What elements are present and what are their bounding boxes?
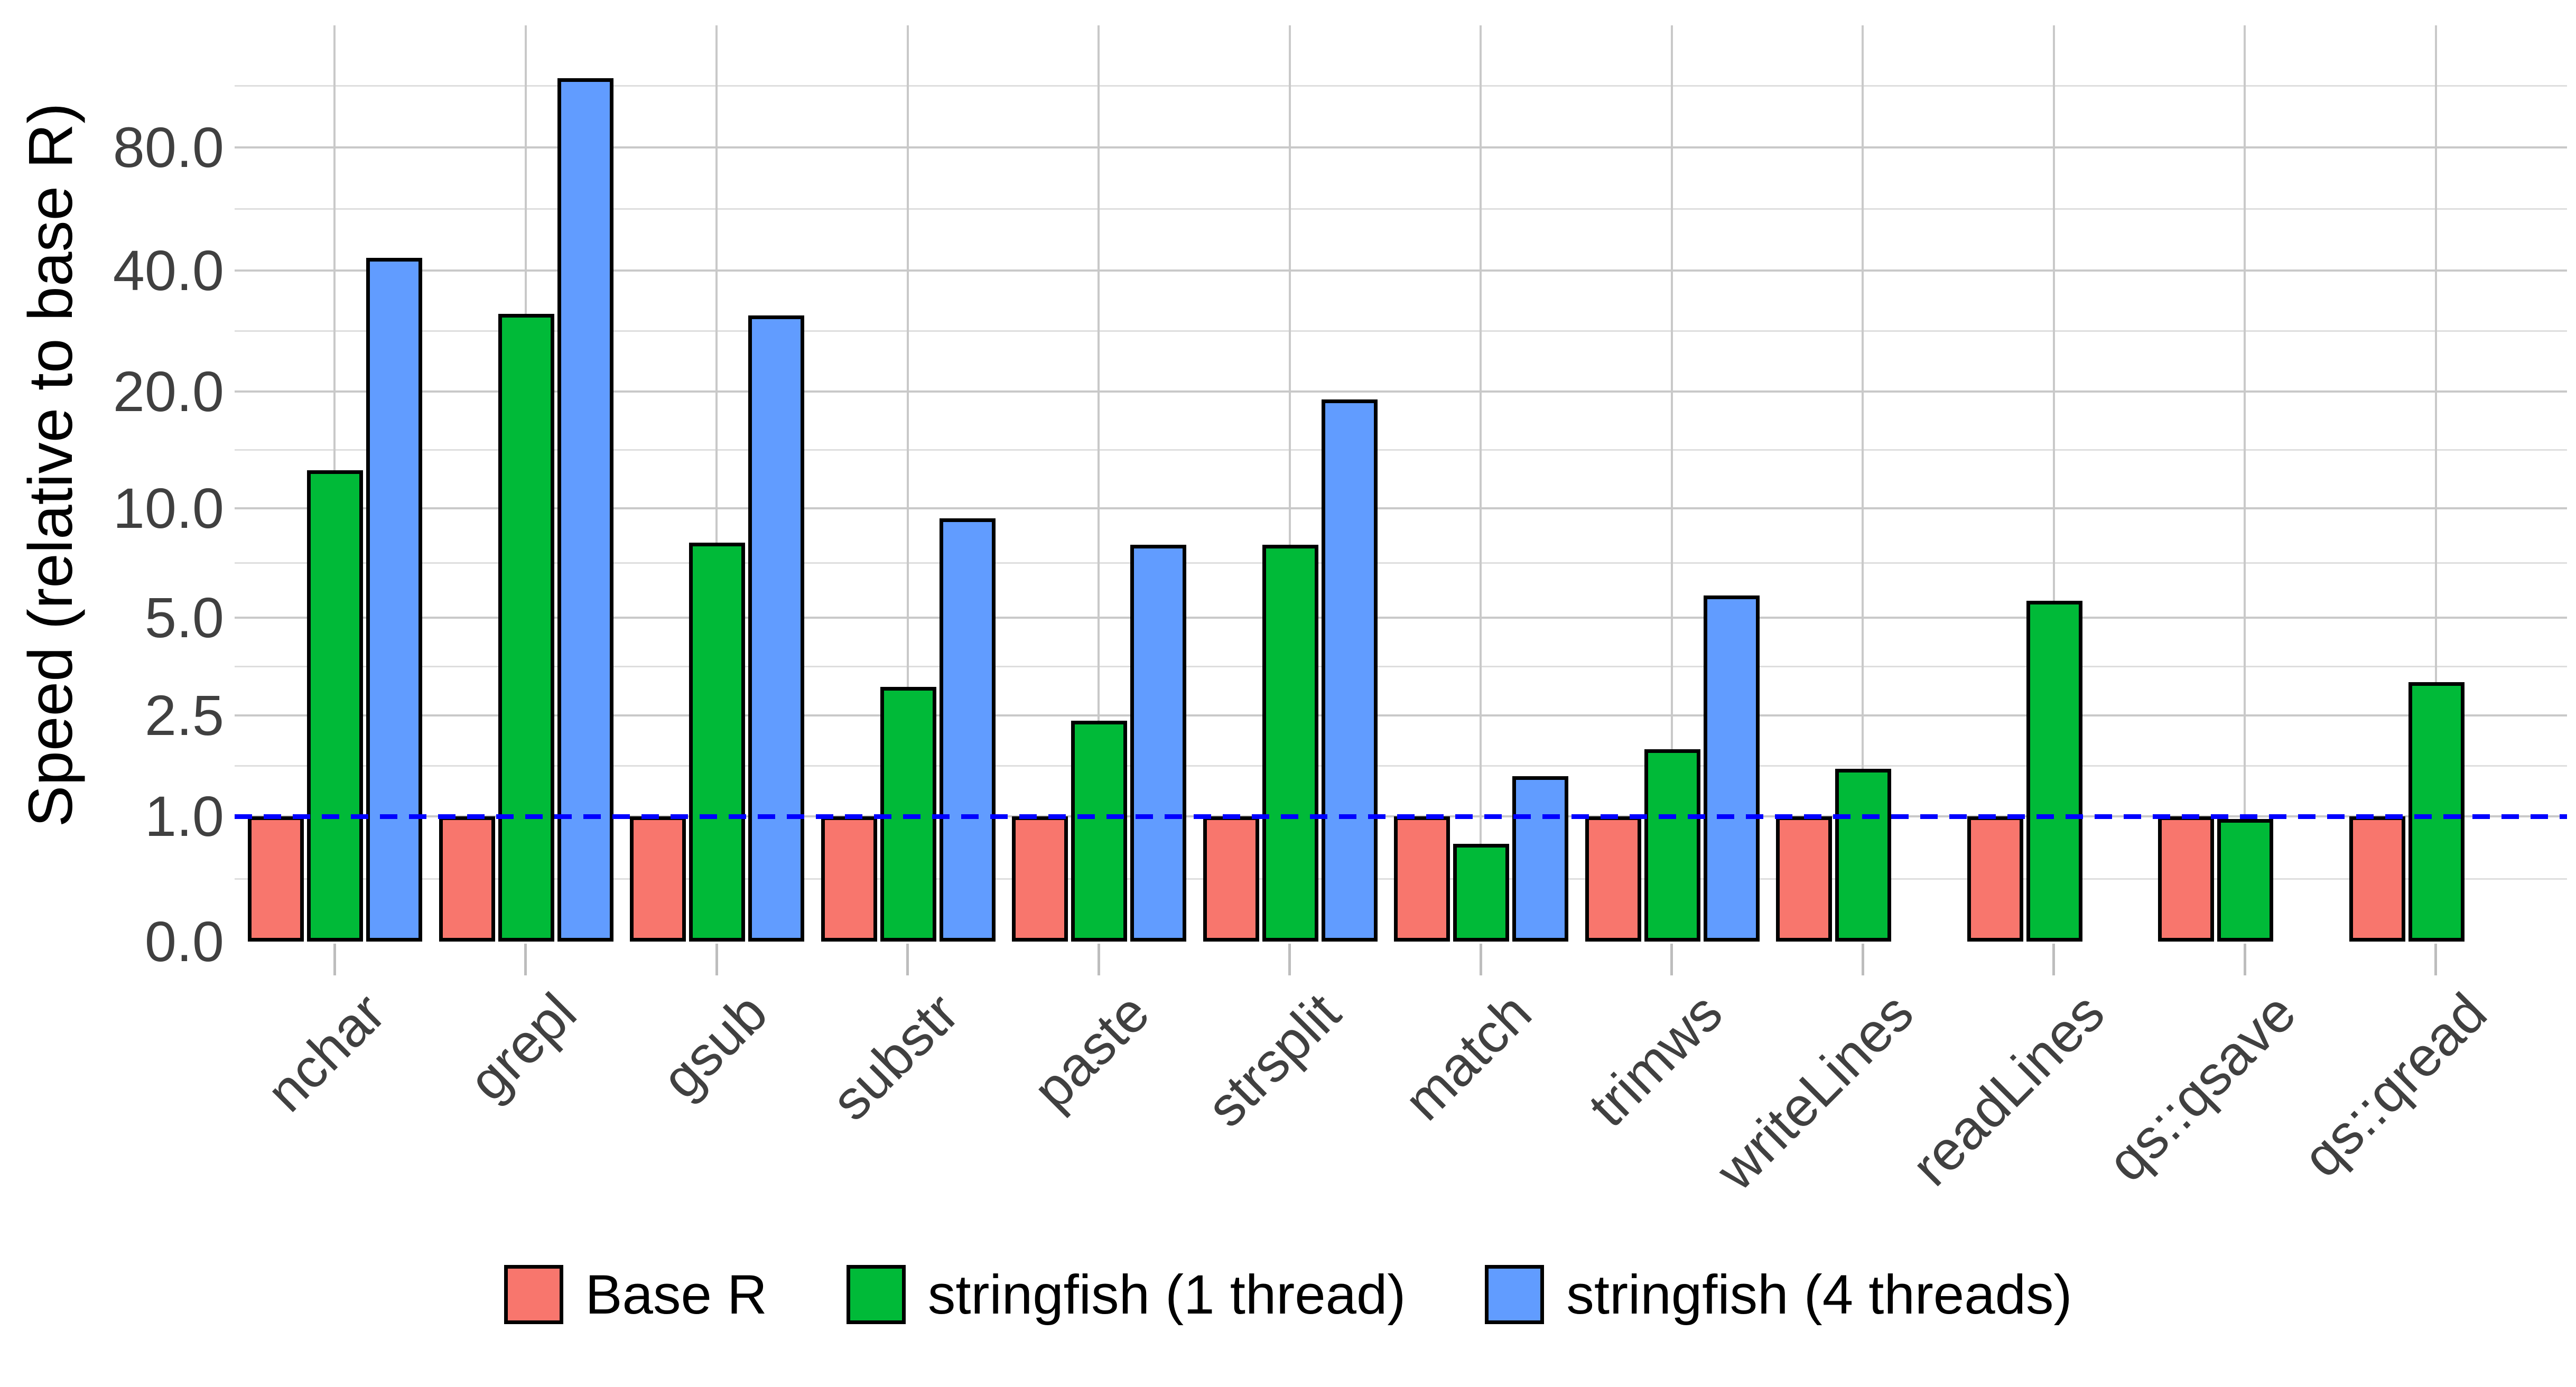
gridline-minor-horizontal <box>235 666 2567 667</box>
y-tick-label: 80.0 <box>113 115 224 180</box>
x-category-label: writeLines <box>1705 981 1926 1202</box>
x-category-label: paste <box>1021 981 1161 1122</box>
x-category-label: grepl <box>457 981 588 1113</box>
bar-stringfish-1-thread--qs-qsave <box>2217 819 2273 942</box>
y-axis-title: Speed (relative to base R) <box>16 103 86 827</box>
x-tick-mark <box>2243 944 2246 975</box>
gridline-vertical <box>2052 25 2055 942</box>
gridline-vertical <box>2244 25 2246 942</box>
bar-base-r-qs-qread <box>2349 816 2405 942</box>
x-tick-mark <box>906 944 909 975</box>
gridline-major-horizontal <box>235 507 2567 510</box>
gridline-minor-horizontal <box>235 85 2567 87</box>
x-category-label: nchar <box>255 981 397 1124</box>
bar-stringfish-1-thread--strsplit <box>1262 544 1318 942</box>
x-tick-mark <box>1670 944 1673 975</box>
x-category-label: strsplit <box>1195 981 1352 1139</box>
gridline-minor-horizontal <box>235 449 2567 451</box>
legend-label: Base R <box>585 1263 767 1326</box>
gridline-vertical <box>1288 25 1291 942</box>
x-tick-mark <box>2052 944 2055 975</box>
y-tick-label: 5.0 <box>144 585 224 650</box>
bar-stringfish-1-thread--writelines <box>1835 769 1891 942</box>
bar-stringfish-4-threads--strsplit <box>1321 399 1378 942</box>
x-tick-mark <box>2434 944 2437 975</box>
bar-stringfish-1-thread--trimws <box>1644 749 1700 942</box>
bar-stringfish-1-thread--paste <box>1071 720 1127 942</box>
gridline-major-horizontal <box>235 269 2567 272</box>
legend: Base R stringfish (1 thread) stringfish (4… <box>0 1258 2576 1332</box>
x-tick-mark <box>1288 944 1291 975</box>
x-tick-mark <box>715 944 718 975</box>
legend-swatch <box>846 1265 906 1324</box>
bar-stringfish-1-thread--qs-qread <box>2408 682 2465 942</box>
y-tick-label: 40.0 <box>113 238 224 303</box>
legend-item: stringfish (4 threads) <box>1485 1265 2072 1324</box>
x-tick-mark <box>524 944 527 975</box>
bar-stringfish-1-thread--grepl <box>498 313 554 942</box>
bar-stringfish-4-threads--grepl <box>557 78 613 942</box>
bar-base-r-substr <box>821 816 877 942</box>
x-tick-mark <box>1861 944 1864 975</box>
bar-base-r-nchar <box>248 816 304 942</box>
gridline-major-horizontal <box>235 714 2567 716</box>
legend-item: Base R <box>504 1265 767 1324</box>
x-category-label: match <box>1392 981 1543 1132</box>
gridline-vertical <box>1480 25 1482 942</box>
gridline-minor-horizontal <box>235 562 2567 564</box>
bar-stringfish-1-thread--match <box>1453 843 1509 942</box>
gridline-major-horizontal <box>235 617 2567 619</box>
bar-stringfish-1-thread--nchar <box>307 470 363 942</box>
bar-stringfish-4-threads--nchar <box>366 258 422 942</box>
bar-base-r-match <box>1394 816 1450 942</box>
gridline-minor-horizontal <box>235 330 2567 332</box>
gridline-minor-horizontal <box>235 208 2567 210</box>
gridline-vertical <box>715 25 718 942</box>
bar-base-r-qs-qsave <box>2158 816 2214 942</box>
gridline-major-horizontal <box>235 146 2567 149</box>
x-tick-mark <box>1479 944 1482 975</box>
bar-base-r-trimws <box>1585 816 1641 942</box>
bar-base-r-strsplit <box>1203 816 1259 942</box>
x-tick-mark <box>333 944 336 975</box>
x-category-label: trimws <box>1577 981 1734 1139</box>
y-tick-label: 1.0 <box>144 784 224 848</box>
x-tick-mark <box>1097 944 1100 975</box>
legend-label: stringfish (1 thread) <box>927 1263 1406 1326</box>
bar-base-r-paste <box>1012 816 1068 942</box>
legend-label: stringfish (4 threads) <box>1566 1263 2072 1326</box>
bar-stringfish-1-thread--gsub <box>689 542 745 942</box>
bar-stringfish-4-threads--match <box>1512 776 1568 942</box>
y-tick-label: 2.5 <box>144 683 224 747</box>
bar-base-r-writelines <box>1776 816 1832 942</box>
bar-stringfish-1-thread--readlines <box>2026 600 2082 942</box>
y-tick-label: 0.0 <box>144 909 224 973</box>
x-category-label: substr <box>820 981 970 1132</box>
bar-base-r-grepl <box>439 816 495 942</box>
legend-item: stringfish (1 thread) <box>846 1263 1406 1326</box>
y-tick-label: 10.0 <box>113 476 224 541</box>
gridline-vertical <box>1670 25 1673 942</box>
gridline-vertical <box>2434 25 2437 942</box>
bar-stringfish-4-threads--substr <box>939 518 996 942</box>
gridline-vertical <box>1862 25 1864 942</box>
bar-stringfish-4-threads--gsub <box>748 315 804 942</box>
legend-swatch <box>504 1265 563 1324</box>
x-category-label: qs::qsave <box>2095 981 2308 1194</box>
gridline-vertical <box>906 25 909 942</box>
bar-base-r-gsub <box>630 816 686 942</box>
bar-stringfish-4-threads--paste <box>1130 544 1186 942</box>
x-category-label: gsub <box>650 981 779 1111</box>
legend-swatch <box>1485 1265 1545 1324</box>
x-category-label: qs::qread <box>2291 981 2498 1189</box>
bar-base-r-readlines <box>1967 816 2023 942</box>
gridline-major-horizontal <box>235 390 2567 393</box>
gridline-minor-horizontal <box>235 765 2567 767</box>
reference-line-1x <box>235 814 2567 819</box>
y-tick-label: 20.0 <box>113 359 224 424</box>
x-category-label: readLines <box>1900 981 2116 1198</box>
gridline-vertical <box>1098 25 1100 942</box>
bar-stringfish-4-threads--trimws <box>1703 595 1760 942</box>
